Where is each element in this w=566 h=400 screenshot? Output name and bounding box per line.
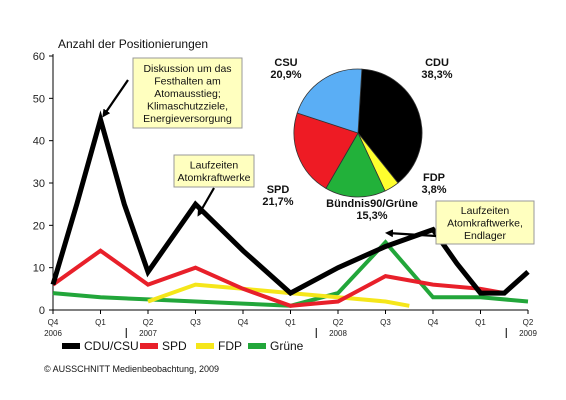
annotation-text-line: Laufzeiten — [461, 205, 510, 217]
legend-swatch — [62, 343, 80, 349]
x-tick-quarter: Q3 — [380, 318, 391, 327]
pie-slice-csu — [296, 68, 363, 134]
annotation-arrow — [197, 187, 215, 217]
x-tick-quarter: Q1 — [475, 318, 486, 327]
pie-label-name: SPD — [267, 184, 290, 196]
series-line-cdu-csu — [50, 110, 530, 297]
annotation-text-line: Laufzeiten — [190, 160, 239, 172]
y-tick-label: 60 — [33, 51, 45, 63]
x-tick-year: 2009 — [519, 329, 537, 338]
annotation-text-line: Energieversorgung — [143, 113, 232, 125]
pie-label-value: 21,7% — [262, 196, 293, 208]
pie-label-name: Bündnis90/Grüne — [326, 198, 418, 210]
annotation-text-line: Atomkraftwerke, — [447, 217, 523, 229]
legend-swatch — [248, 343, 266, 349]
pie-label-value: 20,9% — [270, 69, 301, 81]
legend-label: SPD — [162, 339, 187, 353]
pie-label-value: 38,3% — [421, 69, 452, 81]
annotation-text-line: Diskussion um das — [143, 63, 231, 75]
legend-swatch — [140, 343, 158, 349]
x-axis-ticks: Q4 2006 Q1 Q2 2007 Q3 Q4 Q1 Q2 2008 Q3 Q4 Q1 Q2 2009 — [44, 310, 537, 338]
annotation-arrow — [385, 229, 437, 238]
y-axis-ticks: 0 10 20 30 40 50 60 — [33, 51, 53, 317]
y-tick-label: 0 — [39, 305, 45, 317]
annotation-arrow — [102, 79, 129, 118]
annotation-text-line: Klimaschutzziele, — [147, 100, 228, 112]
pie-label-name: FDP — [423, 172, 445, 184]
annotation-text-line: Festhalten am — [154, 75, 221, 87]
x-tick-quarter: Q1 — [285, 318, 296, 327]
copyright-text: © AUSSCHNITT Medienbeobachtung, 2009 — [44, 364, 219, 374]
pie-label-value: 15,3% — [356, 210, 387, 222]
annotation-text-line: Endlager — [464, 230, 507, 242]
x-tick-quarter: Q3 — [190, 318, 201, 327]
pie-slice-spd — [293, 112, 359, 189]
annotation-box — [132, 57, 243, 129]
annotation-box — [173, 154, 255, 188]
series-line-gr-ne — [52, 239, 529, 308]
pie-slice-b-ndnis90-gr-ne — [325, 132, 386, 198]
y-tick-label: 20 — [33, 220, 45, 232]
legend-label: Grüne — [270, 339, 304, 353]
legend: CDU/CSU SPD FDP Grüne — [62, 339, 304, 353]
x-tick-quarter: Q2 — [523, 318, 534, 327]
legend-swatch — [196, 343, 214, 349]
annotation-text-line: Atomausstieg; — [154, 88, 221, 100]
line-series — [50, 110, 530, 308]
legend-label: CDU/CSU — [84, 339, 139, 353]
y-tick-label: 10 — [33, 263, 45, 275]
y-tick-label: 30 — [33, 178, 45, 190]
x-tick-quarter: Q2 — [333, 318, 344, 327]
legend-label: FDP — [218, 339, 242, 353]
series-line-spd — [51, 248, 505, 308]
x-tick-quarter: Q4 — [428, 318, 439, 327]
annotation-text-line: Atomkraftwerke — [178, 172, 251, 184]
pie-slice-cdu — [357, 68, 423, 184]
annotation-box — [435, 200, 535, 245]
x-tick-year: 2008 — [329, 329, 347, 338]
axes — [52, 54, 528, 311]
y-tick-label: 50 — [33, 93, 45, 105]
x-tick-year: 2007 — [139, 329, 157, 338]
y-axis-label: Anzahl der Positionierungen — [58, 37, 208, 51]
y-tick-label: 40 — [33, 136, 45, 148]
x-tick-quarter: Q4 — [48, 318, 59, 327]
pie-label-name: CDU — [425, 57, 449, 69]
pie-label-value: 3,8% — [421, 184, 446, 196]
pie-label-name: CSU — [274, 57, 297, 69]
x-tick-year: 2006 — [44, 329, 62, 338]
x-tick-quarter: Q1 — [95, 318, 106, 327]
x-tick-quarter: Q4 — [238, 318, 249, 327]
x-tick-quarter: Q2 — [143, 318, 154, 327]
